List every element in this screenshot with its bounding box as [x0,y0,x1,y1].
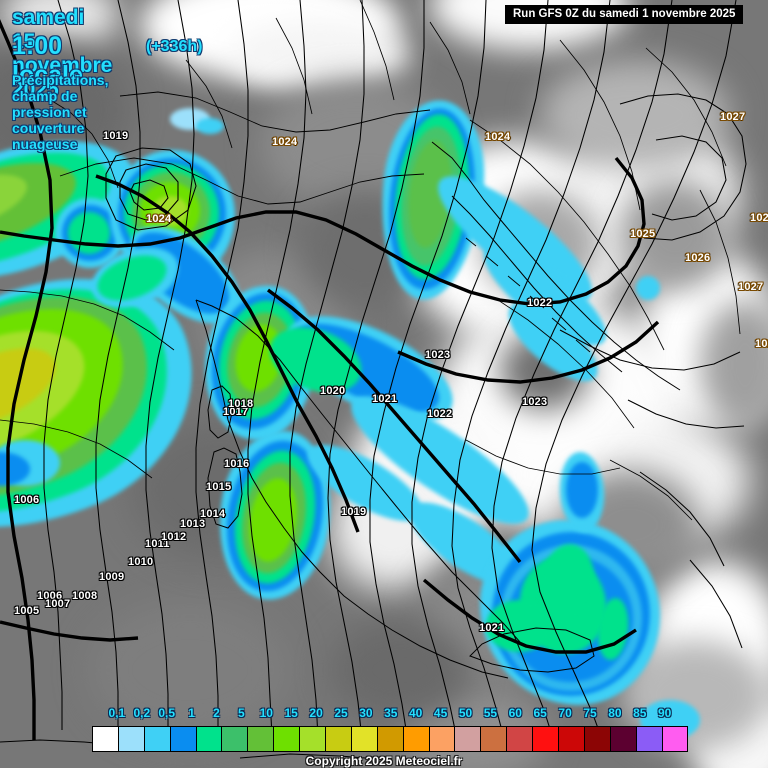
legend-swatch [403,727,430,751]
model-run-banner: Run GFS 0Z du samedi 1 novembre 2025 [505,5,744,24]
legend-swatch [326,727,352,751]
isobar-label: 1010 [128,556,154,568]
legend-swatch [662,727,688,751]
isobar-label: 1020 [320,385,346,397]
legend-tick: 45 [433,706,448,720]
isobars-bold [0,19,660,740]
isobar-label: 1006 [37,590,63,602]
isobar-label: 1019 [103,130,129,142]
legend-swatch [222,727,249,751]
isobar-label: 1025 [630,228,656,240]
legend-tick: 5 [238,706,245,720]
legend-swatch [274,727,301,751]
legend-tick: 50 [458,706,473,720]
legend-swatch [429,727,456,751]
isobar-label: 1009 [99,571,125,583]
legend-swatch [170,727,197,751]
legend-tick: 20 [309,706,323,720]
legend-swatch [196,727,223,751]
isobar-label: 1023 [522,396,548,408]
legend-tick: 30 [359,706,373,720]
isobar-label: 1013 [180,518,206,530]
isobar-label: 1027 [738,281,764,293]
isobar-label: 1019 [341,506,367,518]
isobar-label: 1023 [425,349,451,361]
isobar-label: 1018 [228,398,254,410]
isobar-label: 1024 [146,213,172,225]
isobar-label: 1017 [223,406,249,418]
isobar-label: 1024 [272,136,298,148]
legend-tick: 10 [259,706,273,720]
legend-tick: 70 [558,706,572,720]
isobar-label: 1027 [750,212,768,224]
isobar-label: 1011 [145,538,170,550]
isobar-label: 1022 [427,408,453,420]
legend-swatch [610,727,637,751]
legend-tick: 75 [583,706,597,720]
isobar-label: 1012 [161,531,187,543]
isobar-label: 1026 [685,252,711,264]
isobar-label: 1027 [755,338,768,350]
legend-tick: 65 [533,706,547,720]
legend-tick-labels: 0,1 0,2 0,5 1 2 5 10 15 20 25 30 35 40 45 50 55 60 65 70 75… [0,706,768,724]
legend-swatch [636,727,663,751]
isobar-label: 1016 [224,458,250,470]
isobar-label: 1008 [72,590,98,602]
legend-tick: 60 [508,706,522,720]
legend-tick: 90 [658,706,672,720]
legend-tick: 40 [409,706,423,720]
legend-swatch [481,727,508,751]
legend-swatch [377,727,404,751]
isobar-label: 1006 [14,494,40,506]
legend-swatch [584,727,611,751]
legend-tick: 55 [483,706,498,720]
isobar-label: 1021 [479,622,505,634]
legend-color-bar [92,726,689,752]
coastlines [0,0,741,761]
legend-tick: 0,1 [108,706,126,720]
legend-swatch [144,727,171,751]
legend-swatch [118,727,145,751]
legend-tick: 0,2 [133,706,151,720]
isobar-label: 1022 [527,297,553,309]
legend-swatch [559,727,585,751]
isobar-label: 1021 [372,393,398,405]
legend-swatch [93,727,119,751]
isobar-label: 1005 [14,605,40,617]
legend-tick: 35 [384,706,398,720]
precipitation-legend: 0,1 0,2 0,5 1 2 5 10 15 20 25 30 35 40 45 50 55 60 65 70 75… [0,706,768,768]
legend-swatch [455,727,482,751]
legend-tick: 80 [608,706,622,720]
legend-swatch [300,727,327,751]
isobar-label: 1024 [485,131,511,143]
legend-swatch [248,727,275,751]
isobar-label: 1015 [206,481,232,493]
legend-tick: 0,5 [158,706,176,720]
legend-tick: 25 [334,706,348,720]
legend-swatch [351,727,378,751]
legend-tick: 2 [213,706,220,720]
legend-tick: 85 [633,706,647,720]
copyright-notice: Copyright 2025 Meteociel.fr [305,754,463,768]
legend-swatch [507,727,534,751]
isobar-label: 1027 [720,111,746,123]
isobar-label: 1007 [45,598,71,610]
legend-tick: 1 [188,706,195,720]
legend-tick: 15 [284,706,298,720]
legend-swatch [533,727,560,751]
isobar-label: 1014 [200,508,226,520]
isobars-thin [43,0,747,751]
